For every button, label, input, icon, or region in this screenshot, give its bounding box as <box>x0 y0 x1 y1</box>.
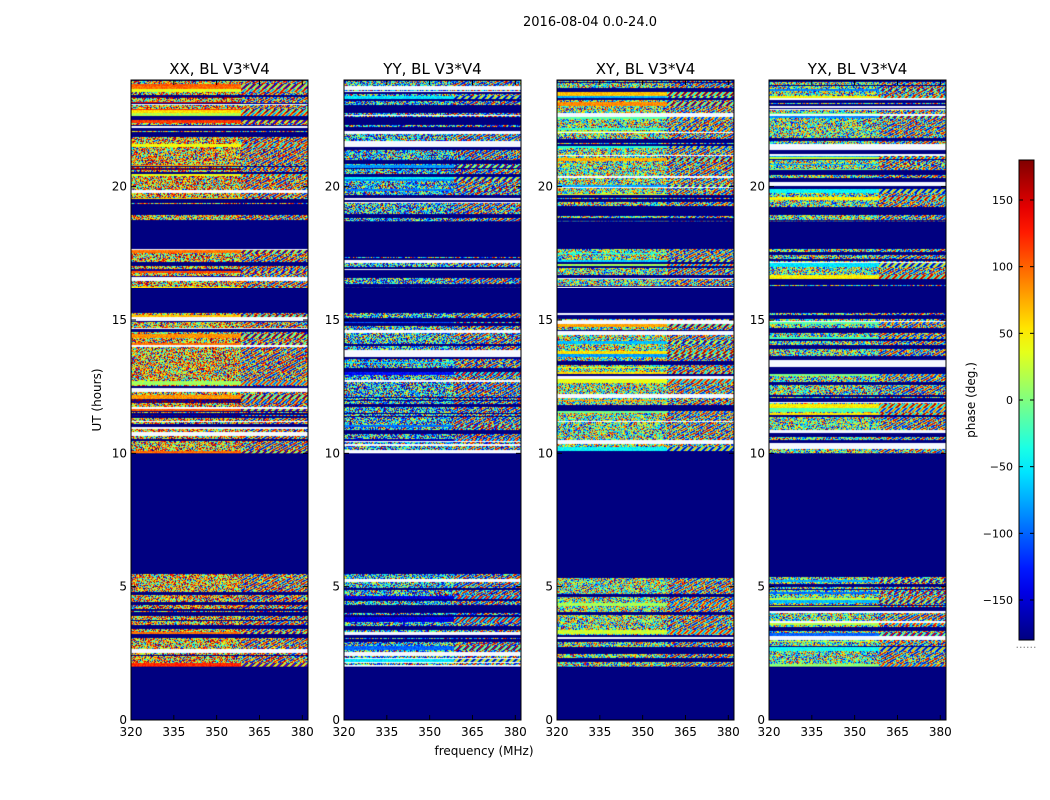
flagged-band <box>131 666 308 720</box>
y-tick-label: 5 <box>119 580 127 594</box>
flagged-band <box>769 666 946 720</box>
x-tick-label: 335 <box>800 725 823 739</box>
flagged-band <box>769 453 946 574</box>
panel-frame <box>343 79 522 721</box>
colorbar-tick-label: 0 <box>1006 394 1013 407</box>
colorbar-extra-label: ...... <box>1016 638 1037 651</box>
x-tick-label: 380 <box>504 725 527 739</box>
x-tick-label: 320 <box>120 725 143 739</box>
colorbar-tick-label: 50 <box>999 327 1013 340</box>
x-tick-label: 365 <box>886 725 909 739</box>
x-tick-label: 365 <box>674 725 697 739</box>
x-tick-label: 380 <box>291 725 314 739</box>
colorbar-label: phase (deg.) <box>964 362 978 438</box>
y-tick-label: 20 <box>325 180 340 194</box>
phase-waterfall-image <box>557 80 734 720</box>
y-tick-label: 5 <box>757 580 765 594</box>
x-axis-label: frequency (MHz) <box>434 744 533 758</box>
phase-waterfall-image <box>769 80 946 720</box>
panel-title: YX, BL V3*V4 <box>807 60 908 78</box>
y-tick-label: 10 <box>112 446 127 460</box>
colorbar-tick-label: −150 <box>983 594 1013 607</box>
panel-frame <box>130 79 309 721</box>
flagged-band <box>344 221 521 248</box>
y-tick-label: 0 <box>332 713 340 727</box>
panel-title: XY, BL V3*V4 <box>596 60 696 78</box>
flagged-band <box>769 221 946 248</box>
y-tick-label: 10 <box>750 446 765 460</box>
x-tick-label: 335 <box>588 725 611 739</box>
colorbar: 150 100 50 0 −50 −100 −150 <box>983 159 1035 641</box>
y-tick-label: 15 <box>538 313 553 327</box>
x-tick-label: 380 <box>929 725 952 739</box>
flagged-band <box>344 666 521 720</box>
y-tick-label: 15 <box>325 313 340 327</box>
y-tick-label: 20 <box>750 180 765 194</box>
colorbar-tick-label: 150 <box>992 194 1013 207</box>
panel-frame <box>768 79 947 721</box>
panel-2: YY, BL V3*V4 320 335 350 365 380 0 5 10 15 20 <box>325 60 527 739</box>
flagged-band <box>557 453 734 574</box>
y-tick-label: 0 <box>757 713 765 727</box>
y-tick-label: 0 <box>119 713 127 727</box>
x-tick-label: 350 <box>205 725 228 739</box>
x-tick-label: 335 <box>162 725 185 739</box>
colorbar-tick-label: −50 <box>990 461 1013 474</box>
y-tick-label: 20 <box>112 180 127 194</box>
flagged-band <box>557 221 734 248</box>
x-tick-label: 350 <box>631 725 654 739</box>
y-tick-label: 10 <box>538 446 553 460</box>
y-tick-label: 15 <box>750 313 765 327</box>
flagged-band <box>557 666 734 720</box>
x-tick-label: 320 <box>758 725 781 739</box>
x-tick-label: 380 <box>717 725 740 739</box>
phase-waterfall-image <box>131 80 308 720</box>
y-tick-label: 5 <box>332 580 340 594</box>
panel-title: YY, BL V3*V4 <box>382 60 481 78</box>
flagged-band <box>131 453 308 574</box>
flagged-band <box>344 288 521 312</box>
flagged-band <box>131 221 308 248</box>
y-tick-label: 15 <box>112 313 127 327</box>
panel-4: YX, BL V3*V4 320 335 350 365 380 0 5 10 15 20 <box>750 60 952 739</box>
y-tick-label: 0 <box>545 713 553 727</box>
panel-frame <box>556 79 735 721</box>
y-axis-label: UT (hours) <box>90 368 104 431</box>
flagged-band <box>131 288 308 312</box>
figure-suptitle: 2016-08-04 0.0-24.0 <box>523 15 657 30</box>
phase-waterfall-image <box>344 80 521 720</box>
x-tick-label: 350 <box>843 725 866 739</box>
colorbar-tick-label: 100 <box>992 261 1013 274</box>
y-tick-label: 20 <box>538 180 553 194</box>
panel-3: XY, BL V3*V4 320 335 350 365 380 0 5 10 15 20 <box>538 60 740 739</box>
panel-1: XX, BL V3*V4 320 335 350 365 380 0 5 10 15 20 <box>112 60 314 739</box>
colorbar-tick-label: −100 <box>983 527 1013 540</box>
y-tick-label: 5 <box>545 580 553 594</box>
x-tick-label: 365 <box>461 725 484 739</box>
flagged-band <box>344 453 521 574</box>
panel-title: XX, BL V3*V4 <box>169 60 270 78</box>
flagged-band <box>769 288 946 312</box>
x-tick-label: 320 <box>333 725 356 739</box>
x-tick-label: 335 <box>375 725 398 739</box>
x-tick-label: 350 <box>418 725 441 739</box>
x-tick-label: 365 <box>248 725 271 739</box>
y-tick-label: 10 <box>325 446 340 460</box>
x-tick-label: 320 <box>546 725 569 739</box>
flagged-band <box>557 288 734 312</box>
